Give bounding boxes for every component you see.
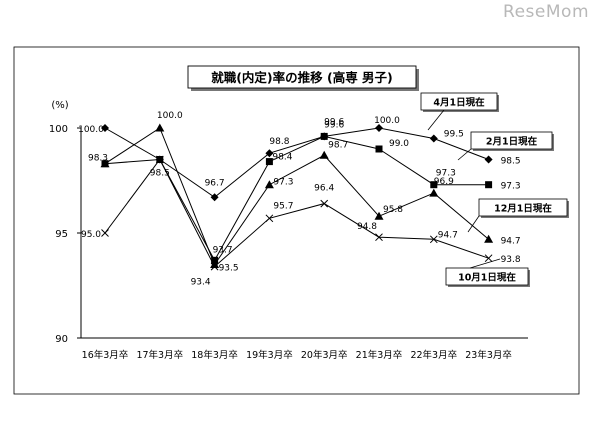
marker-triangle xyxy=(374,211,384,220)
marker-diamond xyxy=(429,134,438,143)
marker-x xyxy=(155,155,164,164)
legend-box xyxy=(478,198,568,217)
marker-x xyxy=(101,229,109,237)
data-label: 98.3 xyxy=(88,154,108,164)
x-tick-label: 20年3月卒 xyxy=(301,349,348,361)
marker-x xyxy=(320,199,329,208)
data-label: 93.7 xyxy=(213,245,233,255)
data-label: 99.0 xyxy=(389,139,409,149)
data-label: 100.0 xyxy=(78,125,104,135)
marker-x xyxy=(265,214,274,223)
legend-box xyxy=(420,92,498,111)
marker-triangle xyxy=(264,180,274,189)
data-label: 97.3 xyxy=(436,169,456,179)
legend-leader-line xyxy=(467,215,480,233)
marker-square xyxy=(375,145,383,153)
series-line xyxy=(104,158,489,268)
data-label: 99.5 xyxy=(444,130,464,140)
marker-x xyxy=(375,233,383,242)
marker-square xyxy=(485,181,493,189)
legend-label: 2月1日現在 xyxy=(486,136,538,148)
resemom-watermark: ReseMom xyxy=(503,2,589,22)
data-label: 93.8 xyxy=(501,255,521,265)
data-label: 95.8 xyxy=(383,205,403,215)
data-label: 94.8 xyxy=(357,222,377,232)
data-label: 95.7 xyxy=(273,201,293,211)
marker-triangle xyxy=(319,150,329,159)
data-label: 100.0 xyxy=(157,111,183,121)
data-label: 97.3 xyxy=(273,178,293,188)
legend-leader-line xyxy=(457,148,472,161)
x-tick-label: 22年3月卒 xyxy=(410,349,457,361)
marker-triangle xyxy=(429,188,439,197)
data-label: 97.3 xyxy=(501,182,521,192)
legend-label: 12月1日現在 xyxy=(494,203,552,215)
marker-diamond xyxy=(375,124,383,132)
marker-triangle xyxy=(155,123,165,132)
x-tick-label: 16年3月卒 xyxy=(82,349,129,361)
series-line xyxy=(104,127,489,266)
y-axis-label: (%) xyxy=(51,100,68,111)
data-label: 98.5 xyxy=(150,169,170,179)
data-label: 93.5 xyxy=(219,264,239,274)
data-label: 98.8 xyxy=(269,137,289,147)
chart-title: 就職(内定)率の推移 (高専 男子) xyxy=(211,70,393,85)
legend-leader-line xyxy=(469,258,501,269)
legend-box xyxy=(470,131,553,150)
y-tick-label: 100 xyxy=(49,124,68,135)
data-label: 99.6 xyxy=(324,117,344,127)
marker-diamond xyxy=(265,149,274,158)
x-tick-label: 18年3月卒 xyxy=(191,349,238,361)
legend-label: 4月1日現在 xyxy=(433,97,485,109)
data-label: 94.7 xyxy=(438,230,458,240)
marker-triangle xyxy=(210,260,220,268)
marker-triangle xyxy=(484,234,494,243)
data-label: 96.4 xyxy=(314,184,334,194)
marker-square xyxy=(265,158,273,166)
x-tick-label: 17年3月卒 xyxy=(136,349,183,361)
data-label: 99.6 xyxy=(324,120,344,130)
x-tick-label: 23年3月卒 xyxy=(465,349,512,361)
legend-label: 10月1日現在 xyxy=(458,272,516,284)
marker-x xyxy=(429,235,438,244)
data-label: 98.5 xyxy=(501,157,521,167)
series-line xyxy=(104,127,489,198)
marker-triangle xyxy=(100,159,110,168)
data-label: 95.0 xyxy=(81,230,101,240)
legend-leader-line xyxy=(427,109,445,131)
marker-x xyxy=(210,262,219,271)
data-label: 94.7 xyxy=(501,236,521,246)
legend-box xyxy=(445,267,529,286)
marker-square xyxy=(320,132,328,140)
title-box xyxy=(187,65,417,89)
data-label: 93.4 xyxy=(191,278,211,288)
marker-square xyxy=(430,181,438,189)
marker-diamond xyxy=(484,155,493,164)
data-label: 96.9 xyxy=(434,177,454,187)
data-label: 100.0 xyxy=(374,116,400,126)
marker-x xyxy=(484,254,493,263)
y-tick-label: 95 xyxy=(55,229,68,240)
data-label: 98.4 xyxy=(272,153,292,163)
marker-diamond xyxy=(101,124,109,132)
data-label: 98.7 xyxy=(328,140,348,150)
data-label: 96.7 xyxy=(205,178,225,188)
x-tick-label: 19年3月卒 xyxy=(246,349,293,361)
x-tick-label: 21年3月卒 xyxy=(356,349,403,361)
marker-diamond xyxy=(210,193,219,202)
y-tick-label: 90 xyxy=(55,334,68,345)
